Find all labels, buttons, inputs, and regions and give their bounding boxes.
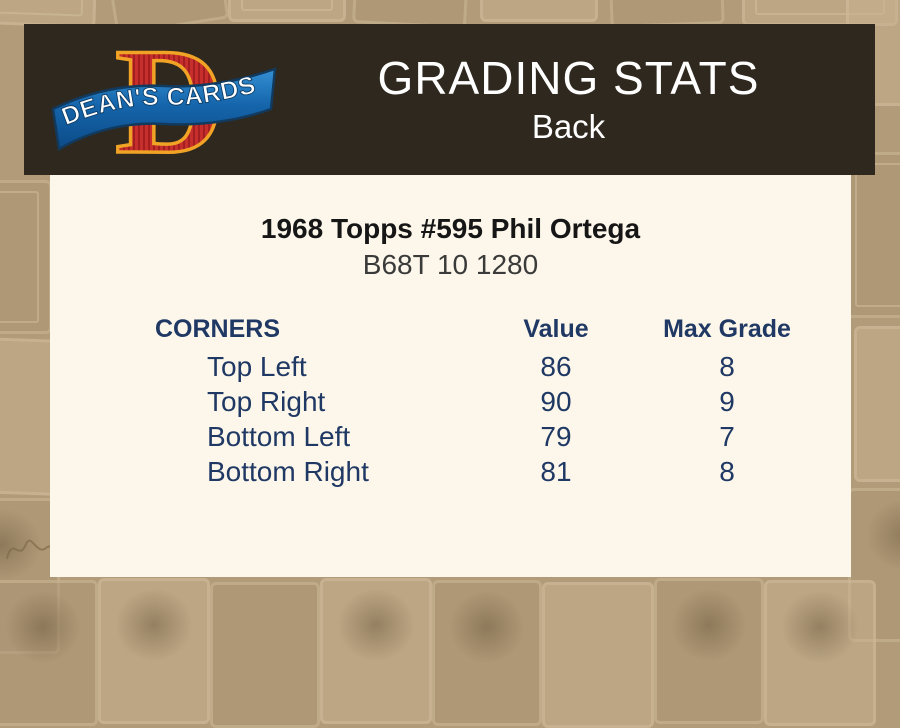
card-title: 1968 Topps #595 Phil Ortega	[260, 213, 641, 244]
stats-row-bottom-left: Bottom Left 79 7	[50, 419, 851, 454]
column-header-max-grade: Max Grade	[663, 315, 791, 343]
row-label: Bottom Right	[207, 456, 369, 487]
row-max-grade: 7	[719, 421, 735, 452]
background-card	[320, 578, 432, 724]
row-label: Bottom Left	[207, 421, 351, 452]
row-max-grade: 9	[719, 386, 735, 417]
stats-header-row: CORNERS Value Max Grade	[50, 314, 851, 349]
stats-row-top-left: Top Left 86 8	[50, 349, 851, 384]
card-set-code: B68T 10 1280	[362, 249, 539, 280]
deans-cards-logo[interactable]: D DEAN'S CARDS	[48, 33, 280, 166]
section-header-corners: CORNERS	[155, 315, 281, 343]
column-header-value: Value	[523, 315, 589, 343]
page-title: GRADING STATS	[377, 52, 760, 104]
background-card	[210, 582, 320, 728]
logo-ribbon	[51, 67, 277, 151]
header-titles: GRADING STATS Back	[276, 24, 861, 175]
row-value: 86	[540, 351, 572, 382]
row-value: 90	[540, 386, 572, 417]
stats-row-top-right: Top Right 90 9	[50, 384, 851, 419]
background-card	[542, 582, 654, 728]
grading-stats-panel: 1968 Topps #595 Phil Ortega B68T 10 1280…	[50, 175, 851, 577]
background-card	[854, 326, 900, 482]
background-card	[0, 180, 52, 334]
background-card	[654, 578, 764, 724]
row-label: Top Left	[207, 351, 307, 382]
background-card	[228, 0, 346, 22]
row-value: 81	[540, 456, 572, 487]
header-bar: D DEAN'S CARDS GRADING STATS Back	[24, 24, 875, 175]
corners-stats-table: CORNERS Value Max Grade Top Left 86 8 To…	[50, 314, 851, 489]
row-label: Top Right	[207, 386, 326, 417]
row-value: 79	[540, 421, 572, 452]
row-max-grade: 8	[719, 456, 735, 487]
stats-row-bottom-right: Bottom Right 81 8	[50, 454, 851, 489]
page-subtitle-back: Back	[531, 108, 606, 145]
background-card	[480, 0, 598, 22]
background-card	[98, 578, 210, 724]
row-max-grade: 8	[719, 351, 735, 382]
